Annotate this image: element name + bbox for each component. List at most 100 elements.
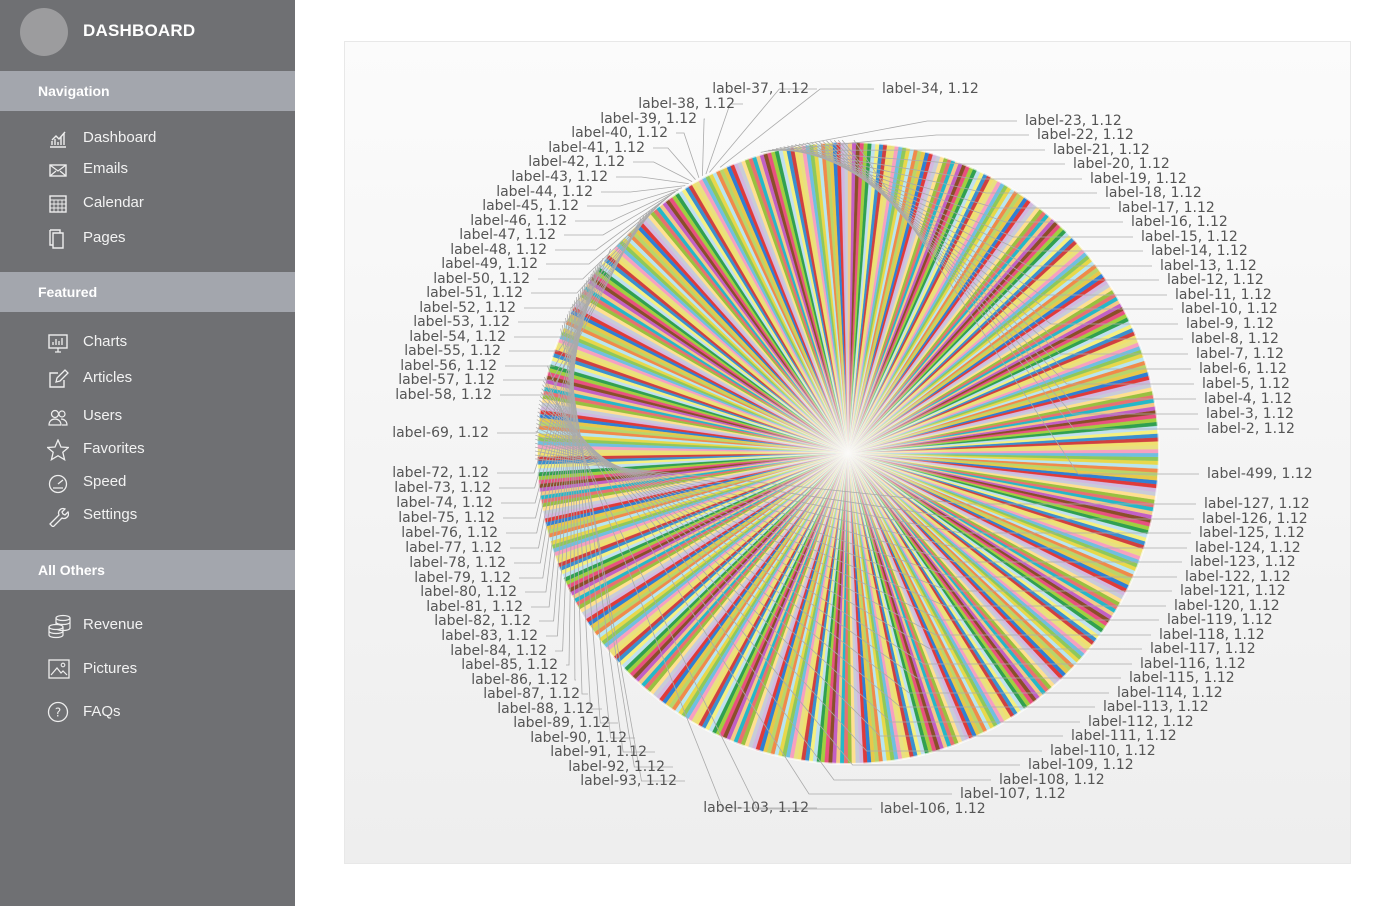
label-leader-line bbox=[535, 458, 1196, 505]
slice-label: label-499, 1.12 bbox=[1207, 466, 1313, 482]
slice-label: label-82, 1.12 bbox=[434, 613, 531, 629]
label-leader-line bbox=[536, 423, 1151, 636]
slice-label: label-119, 1.12 bbox=[1167, 612, 1273, 628]
label-leader-line bbox=[795, 144, 1143, 252]
svg-text:?: ? bbox=[55, 706, 61, 720]
label-leader-line bbox=[775, 148, 1082, 180]
slice-label: label-92, 1.12 bbox=[568, 759, 665, 775]
label-leader-line bbox=[535, 442, 1182, 563]
label-leader-line bbox=[702, 118, 705, 176]
label-leader-line bbox=[633, 161, 693, 182]
label-leader-line bbox=[772, 149, 1065, 165]
slice-label: label-73, 1.12 bbox=[394, 480, 491, 496]
sidebar-item-label: Calendar bbox=[83, 194, 144, 211]
label-leader-line bbox=[830, 140, 1194, 385]
label-leader-line bbox=[719, 88, 874, 168]
label-leader-line bbox=[783, 146, 1110, 209]
slice-label: label-42, 1.12 bbox=[528, 154, 625, 170]
slice-label: label-90, 1.12 bbox=[530, 730, 627, 746]
slice-label: label-5, 1.12 bbox=[1202, 376, 1290, 392]
slice-label: label-55, 1.12 bbox=[404, 343, 501, 359]
slice-label: label-126, 1.12 bbox=[1202, 511, 1308, 527]
label-leader-line bbox=[787, 145, 1123, 223]
sidebar-item-label: FAQs bbox=[83, 703, 121, 720]
slice-label: label-106, 1.12 bbox=[880, 801, 986, 817]
brand-header: DASHBOARD bbox=[0, 0, 295, 70]
sidebar-item-pages[interactable]: Pages bbox=[0, 224, 295, 254]
slice-label: label-44, 1.12 bbox=[496, 184, 593, 200]
slice-label: label-77, 1.12 bbox=[405, 540, 502, 556]
label-leader-line bbox=[566, 300, 576, 666]
sidebar-item-dashboard[interactable]: Dashboard bbox=[0, 124, 295, 154]
label-leader-line bbox=[705, 103, 743, 175]
sidebar-item-pictures[interactable]: Pictures bbox=[0, 655, 295, 685]
sidebar-item-speed[interactable]: Speed bbox=[0, 468, 295, 498]
avatar[interactable] bbox=[20, 8, 68, 56]
label-leader-line bbox=[509, 210, 651, 352]
sidebar-item-emails[interactable]: Emails bbox=[0, 155, 295, 185]
label-leader-line bbox=[564, 191, 676, 236]
label-leader-line bbox=[539, 396, 1063, 737]
slice-label: label-72, 1.12 bbox=[392, 465, 489, 481]
sidebar-item-label: Settings bbox=[83, 506, 138, 523]
users-icon bbox=[48, 409, 68, 426]
slice-label: label-13, 1.12 bbox=[1160, 258, 1257, 274]
label-leader-line bbox=[810, 141, 1173, 310]
label-leader-line bbox=[538, 198, 666, 280]
label-leader-line bbox=[837, 139, 1198, 415]
sidebar-item-favorites[interactable]: Favorites bbox=[0, 435, 295, 465]
sidebar-item-calendar[interactable]: Calendar bbox=[0, 189, 295, 219]
brand-title: DASHBOARD bbox=[83, 21, 196, 40]
slice-label: label-93, 1.12 bbox=[580, 773, 677, 789]
slice-label: label-125, 1.12 bbox=[1199, 525, 1305, 541]
slice-label: label-80, 1.12 bbox=[420, 584, 517, 600]
label-leader-line bbox=[555, 193, 673, 251]
sidebar-item-revenue[interactable]: Revenue bbox=[0, 611, 295, 641]
slice-label: label-114, 1.12 bbox=[1117, 685, 1223, 701]
slice-label: label-57, 1.12 bbox=[398, 372, 495, 388]
sidebar-item-label: Charts bbox=[83, 333, 128, 350]
question-icon: ? bbox=[47, 701, 69, 723]
slice-label: label-52, 1.12 bbox=[419, 300, 516, 316]
label-leader-line bbox=[653, 147, 696, 180]
sidebar-item-charts[interactable]: Charts bbox=[0, 328, 295, 358]
sidebar-item-label: Dashboard bbox=[83, 129, 157, 146]
sidebar-item-users[interactable]: Users bbox=[0, 402, 295, 432]
sidebar-item-articles[interactable]: Articles bbox=[0, 364, 295, 394]
slice-label: label-76, 1.12 bbox=[401, 525, 498, 541]
chart-panel: label-34, 1.12 label-37, 1.12 label-38, 1.… bbox=[344, 41, 1351, 864]
slice-label: label-47, 1.12 bbox=[459, 227, 556, 243]
label-leader-line bbox=[535, 446, 1187, 549]
slice-label: label-111, 1.12 bbox=[1071, 728, 1177, 744]
section-featured: Featured bbox=[0, 272, 295, 312]
slice-label: label-115, 1.12 bbox=[1129, 670, 1235, 686]
slice-label: label-51, 1.12 bbox=[426, 285, 523, 301]
slice-label: label-103, 1.12 bbox=[703, 800, 809, 816]
slice-label: label-87, 1.12 bbox=[483, 686, 580, 702]
sidebar-item-faqs[interactable]: ? FAQs bbox=[0, 698, 295, 728]
label-leader-line bbox=[709, 88, 817, 173]
star-icon bbox=[47, 439, 69, 461]
slice-label: label-118, 1.12 bbox=[1159, 627, 1265, 643]
sidebar-item-settings[interactable]: Settings bbox=[0, 501, 295, 531]
slice-label: label-75, 1.12 bbox=[398, 510, 495, 526]
label-leader-line bbox=[541, 388, 1020, 766]
slice-label: label-120, 1.12 bbox=[1174, 598, 1280, 614]
pages-icon bbox=[49, 229, 64, 249]
slice-label: label-79, 1.12 bbox=[414, 570, 511, 586]
edit-icon bbox=[49, 369, 69, 388]
slice-label: label-107, 1.12 bbox=[960, 786, 1066, 802]
label-leader-line bbox=[822, 140, 1188, 355]
slice-label: label-22, 1.12 bbox=[1037, 127, 1134, 143]
slice-label: label-74, 1.12 bbox=[396, 495, 493, 511]
slice-label: label-6, 1.12 bbox=[1199, 361, 1287, 377]
label-leader-line bbox=[567, 314, 618, 724]
sidebar-item-label: Revenue bbox=[83, 616, 144, 633]
label-leader-line bbox=[563, 321, 655, 753]
slice-label: label-124, 1.12 bbox=[1195, 540, 1301, 556]
slice-label: label-54, 1.12 bbox=[409, 329, 506, 345]
slice-label: label-113, 1.12 bbox=[1103, 699, 1209, 715]
label-leader-line bbox=[536, 415, 1132, 665]
slice-label: label-109, 1.12 bbox=[1028, 757, 1134, 773]
